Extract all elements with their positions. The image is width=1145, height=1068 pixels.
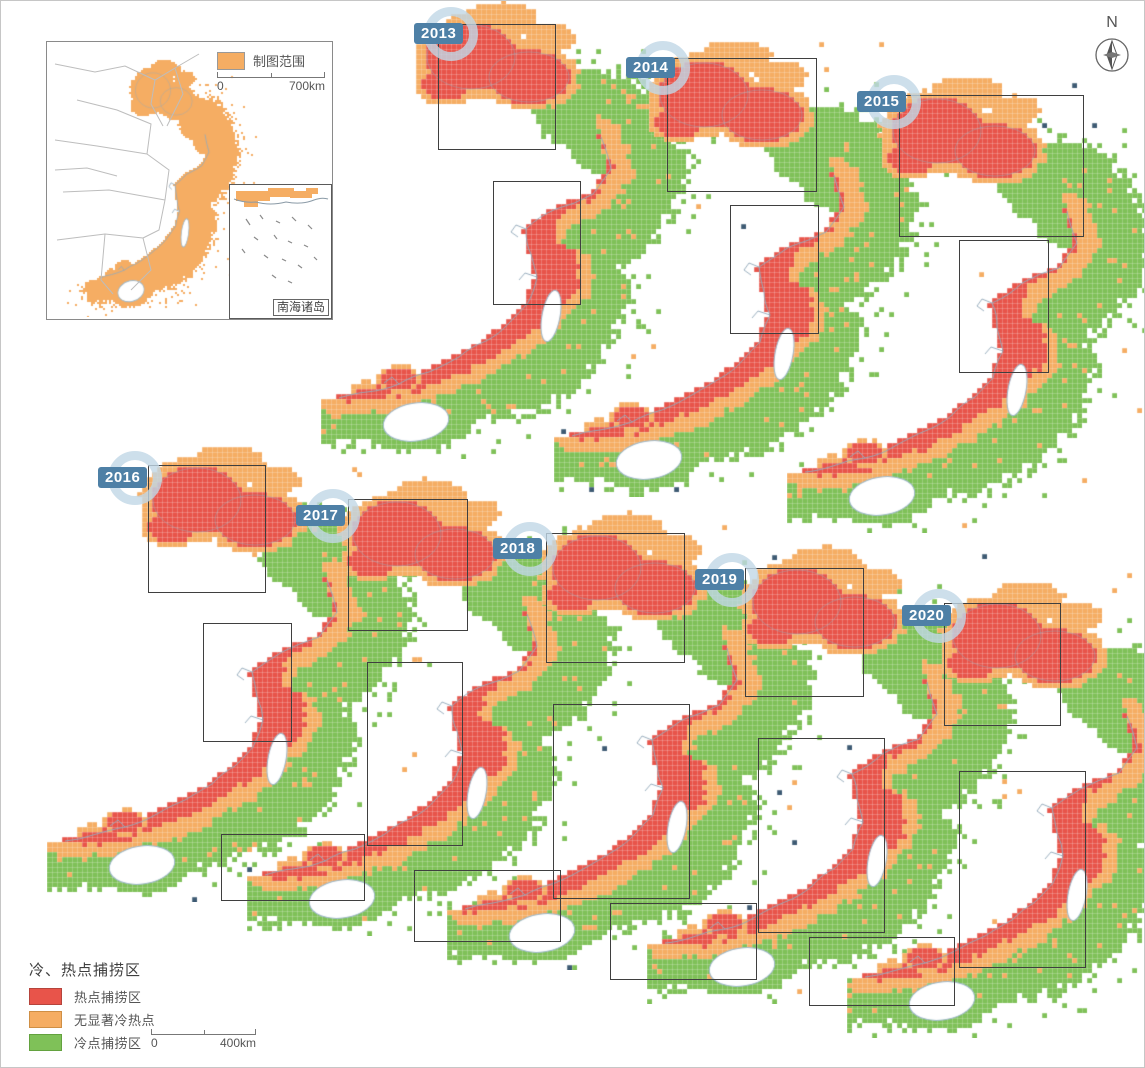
- overview-inset-map: 制图范围 0 700km: [46, 41, 333, 320]
- highlight-rect-2018-2: [553, 704, 690, 899]
- legend-item-hotspot: 热点捕捞区: [29, 988, 155, 1005]
- highlight-rect-2016-2: [203, 623, 292, 742]
- main-scale-bar: 0 400km: [151, 1029, 256, 1050]
- highlight-rect-2015-2: [959, 240, 1049, 373]
- highlight-rect-2015-1: [899, 95, 1084, 237]
- hotspot-label: 热点捕捞区: [74, 990, 142, 1005]
- map-legend: 冷、热点捕捞区 热点捕捞区 无显著冷热点 冷点捕捞区: [29, 959, 155, 1057]
- subinset-graphic: [233, 188, 329, 284]
- legend-item-neutral: 无显著冷热点: [29, 1011, 155, 1028]
- inset-province-lines: [54, 53, 200, 295]
- highlight-rect-2014-1: [667, 58, 817, 192]
- highlight-rect-2017-1: [348, 499, 468, 631]
- year-badge-2016: 2016: [98, 467, 148, 488]
- year-badge-2017: 2017: [296, 505, 346, 526]
- inset-legend: 制图范围: [217, 51, 305, 70]
- north-arrow: N: [1089, 11, 1135, 81]
- inset-scale-bar: 0 700km: [217, 72, 325, 93]
- north-circle: [1095, 38, 1129, 72]
- year-badge-2015: 2015: [857, 91, 907, 112]
- hotspot-swatch: [29, 988, 62, 1005]
- highlight-rect-2020-1: [944, 603, 1061, 726]
- year-badge-2018: 2018: [493, 538, 543, 559]
- neutral-label: 无显著冷热点: [74, 1013, 156, 1028]
- inset-legend-label: 制图范围: [253, 54, 306, 69]
- main-scale-start: 0: [151, 1036, 158, 1050]
- inset-legend-swatch: [217, 51, 245, 70]
- year-badge-2020: 2020: [902, 605, 952, 626]
- highlight-rect-2016-3: [221, 834, 365, 901]
- highlight-rect-2019-1: [745, 568, 864, 697]
- highlight-rect-2016-1: [148, 465, 266, 593]
- subinset-label: 南海诸岛: [272, 299, 329, 316]
- year-map-2020: [847, 568, 1144, 1038]
- coldspot-label: 冷点捕捞区: [74, 1036, 142, 1051]
- year-badge-2014: 2014: [626, 57, 676, 78]
- main-scale-end: 400km: [219, 1036, 256, 1050]
- highlight-rect-2019-2: [758, 738, 885, 933]
- inset-scale-start: 0: [217, 79, 224, 93]
- year-map-2015: [787, 63, 1144, 533]
- highlight-rect-2020-2: [959, 771, 1086, 968]
- highlight-rect-2018-1: [546, 533, 685, 663]
- highlight-rect-2018-3: [610, 903, 757, 980]
- highlight-rect-2017-3: [414, 870, 561, 942]
- coldspot-swatch: [29, 1034, 62, 1051]
- highlight-rect-2017-2: [367, 662, 463, 846]
- north-kite-cross: [1103, 52, 1121, 58]
- year-badge-2013: 2013: [414, 23, 464, 44]
- south-china-sea-subinset: 南海诸岛: [229, 184, 332, 319]
- highlight-rect-2014-2: [730, 205, 819, 334]
- highlight-rect-2019-3: [809, 937, 955, 1006]
- highlight-rect-2013-2: [493, 181, 581, 305]
- inset-scale-end: 700km: [288, 79, 325, 93]
- highlight-rect-2013-1: [438, 24, 556, 150]
- legend-item-coldspot: 冷点捕捞区: [29, 1034, 155, 1051]
- year-badge-2019: 2019: [695, 569, 745, 590]
- neutral-swatch: [29, 1011, 62, 1028]
- north-label-glyph: N: [1106, 14, 1118, 31]
- legend-title: 冷、热点捕捞区: [29, 962, 142, 979]
